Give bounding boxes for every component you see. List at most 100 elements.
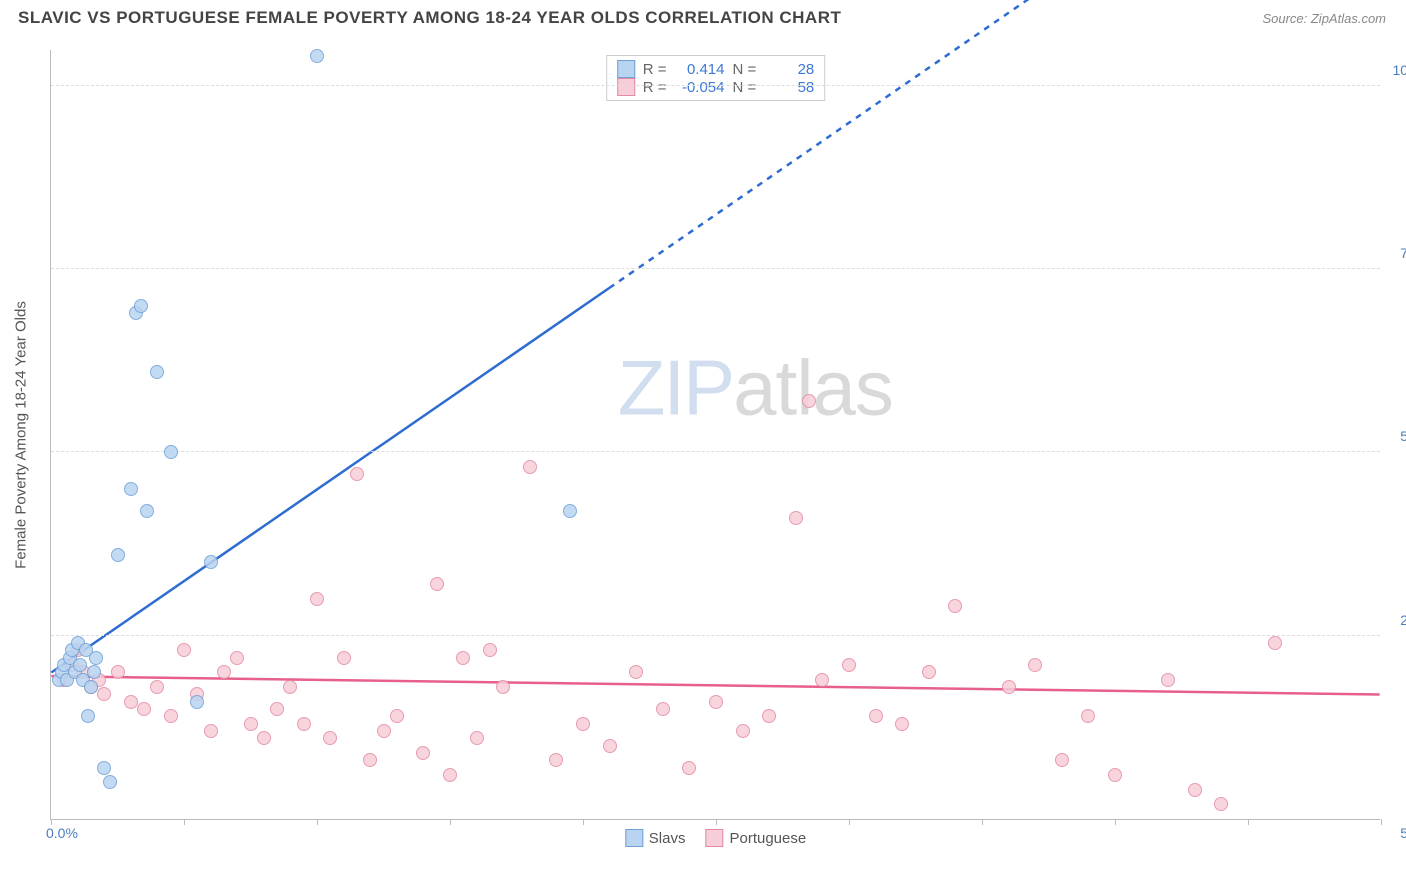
data-point: [736, 724, 750, 738]
data-point: [470, 731, 484, 745]
x-tick: [1248, 819, 1249, 825]
data-point: [549, 753, 563, 767]
gridline: [51, 268, 1380, 269]
data-point: [1268, 636, 1282, 650]
data-point: [283, 680, 297, 694]
data-point: [656, 702, 670, 716]
data-point: [177, 643, 191, 657]
legend: Slavs Portuguese: [625, 829, 806, 847]
legend-swatch-portuguese: [705, 829, 723, 847]
data-point: [1055, 753, 1069, 767]
x-tick-max: 50.0%: [1400, 825, 1406, 841]
x-tick: [317, 819, 318, 825]
data-point: [270, 702, 284, 716]
data-point: [842, 658, 856, 672]
data-point: [802, 394, 816, 408]
data-point: [134, 299, 148, 313]
data-point: [103, 775, 117, 789]
data-point: [1161, 673, 1175, 687]
data-point: [1002, 680, 1016, 694]
gridline: [51, 635, 1380, 636]
data-point: [89, 651, 103, 665]
data-point: [629, 665, 643, 679]
data-point: [140, 504, 154, 518]
data-point: [1028, 658, 1042, 672]
y-tick-label: 75.0%: [1400, 245, 1406, 261]
data-point: [390, 709, 404, 723]
data-point: [682, 761, 696, 775]
data-point: [430, 577, 444, 591]
data-point: [84, 680, 98, 694]
data-point: [150, 680, 164, 694]
y-tick-label: 25.0%: [1400, 612, 1406, 628]
data-point: [1188, 783, 1202, 797]
r-value-slavs: 0.414: [675, 61, 725, 78]
x-tick: [849, 819, 850, 825]
n-label: N =: [733, 61, 757, 78]
legend-item-portuguese: Portuguese: [705, 829, 806, 847]
data-point: [244, 717, 258, 731]
x-tick: [583, 819, 584, 825]
data-point: [297, 717, 311, 731]
trend-line: [51, 288, 609, 673]
data-point: [137, 702, 151, 716]
data-point: [496, 680, 510, 694]
source-credit: Source: ZipAtlas.com: [1262, 11, 1386, 26]
data-point: [922, 665, 936, 679]
chart-container: Female Poverty Among 18-24 Year Olds ZIP…: [50, 50, 1380, 850]
x-tick-min: 0.0%: [46, 825, 78, 841]
gridline: [51, 451, 1380, 452]
r-label: R =: [643, 61, 667, 78]
data-point: [164, 709, 178, 723]
data-point: [204, 555, 218, 569]
correlation-box: R = 0.414 N = 28 R = -0.054 N = 58: [606, 55, 826, 101]
data-point: [97, 761, 111, 775]
legend-swatch-slavs: [625, 829, 643, 847]
data-point: [456, 651, 470, 665]
data-point: [377, 724, 391, 738]
legend-label-slavs: Slavs: [649, 830, 686, 847]
y-tick-label: 50.0%: [1400, 428, 1406, 444]
data-point: [190, 695, 204, 709]
data-point: [576, 717, 590, 731]
x-tick: [184, 819, 185, 825]
data-point: [869, 709, 883, 723]
corr-row-slavs: R = 0.414 N = 28: [617, 60, 815, 78]
data-point: [762, 709, 776, 723]
y-tick-label: 100.0%: [1393, 62, 1406, 78]
data-point: [323, 731, 337, 745]
data-point: [443, 768, 457, 782]
data-point: [815, 673, 829, 687]
data-point: [81, 709, 95, 723]
data-point: [310, 49, 324, 63]
data-point: [416, 746, 430, 760]
n-value-slavs: 28: [764, 61, 814, 78]
n-value-portuguese: 58: [764, 79, 814, 96]
data-point: [164, 445, 178, 459]
data-point: [363, 753, 377, 767]
legend-item-slavs: Slavs: [625, 829, 686, 847]
data-point: [563, 504, 577, 518]
r-value-portuguese: -0.054: [675, 79, 725, 96]
data-point: [87, 665, 101, 679]
trend-line: [609, 0, 1379, 288]
data-point: [257, 731, 271, 745]
data-point: [310, 592, 324, 606]
data-point: [1108, 768, 1122, 782]
data-point: [1214, 797, 1228, 811]
legend-label-portuguese: Portuguese: [729, 830, 806, 847]
swatch-slavs: [617, 60, 635, 78]
n-label: N =: [733, 79, 757, 96]
x-tick: [51, 819, 52, 825]
data-point: [73, 658, 87, 672]
data-point: [111, 665, 125, 679]
corr-row-portuguese: R = -0.054 N = 58: [617, 78, 815, 96]
data-point: [350, 467, 364, 481]
data-point: [709, 695, 723, 709]
data-point: [204, 724, 218, 738]
data-point: [124, 482, 138, 496]
data-point: [523, 460, 537, 474]
gridline: [51, 85, 1380, 86]
data-point: [789, 511, 803, 525]
data-point: [1081, 709, 1095, 723]
